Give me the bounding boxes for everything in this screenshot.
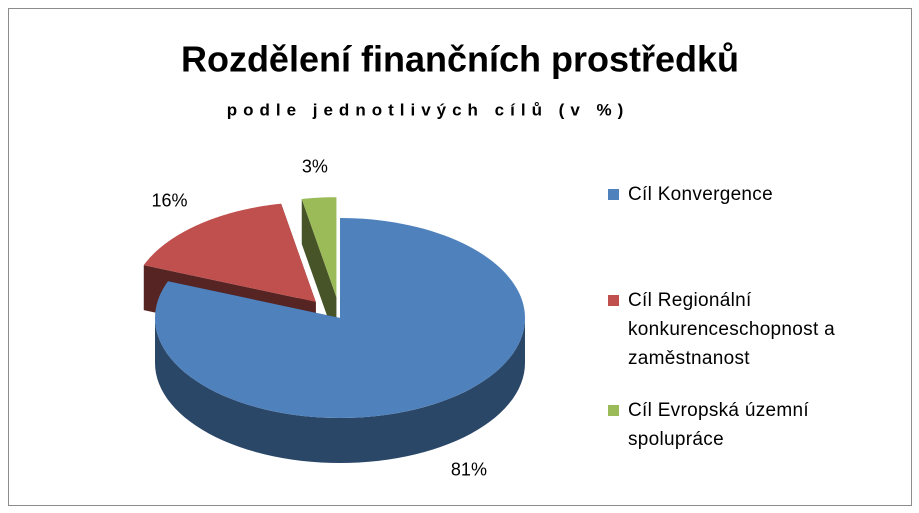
slice-top	[143, 203, 316, 302]
slice	[155, 218, 525, 463]
legend-swatch	[608, 295, 619, 306]
slice-cut-face	[301, 198, 337, 343]
legend-item: Cíl Regionální konkurenceschopnost a zam…	[608, 286, 908, 373]
data-label: 16%	[152, 190, 188, 210]
legend-label: Cíl Regionální konkurenceschopnost a zam…	[628, 290, 835, 369]
legend-swatch	[608, 189, 619, 200]
legend-item: Cíl Konvergence	[608, 180, 908, 209]
chart-title: Rozdělení finančních prostředků	[181, 39, 739, 80]
slice-top	[301, 197, 337, 298]
data-label: 81%	[451, 459, 487, 479]
legend-label: Cíl Konvergence	[628, 184, 773, 205]
legend-swatch	[608, 405, 619, 416]
data-label: 3%	[302, 157, 328, 177]
pie	[143, 197, 525, 463]
slice	[301, 197, 337, 343]
chart-subtitle: podle jednotlivých cílů (v %)	[227, 100, 630, 119]
legend-label: Cíl Evropská územní spolupráce	[628, 400, 809, 450]
legend-item: Cíl Evropská územní spolupráce	[608, 396, 908, 454]
slice-side	[155, 318, 525, 463]
slice-top	[155, 218, 525, 418]
